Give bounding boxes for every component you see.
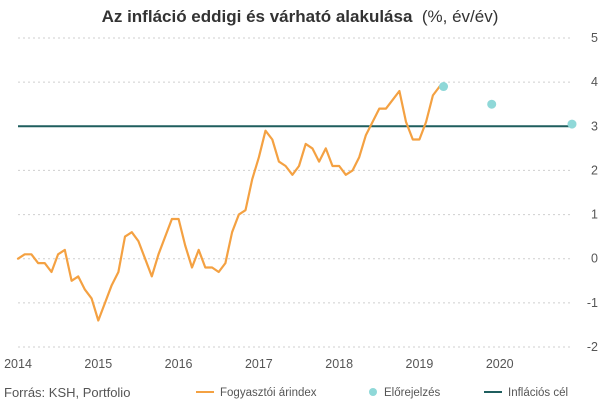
chart-title-main: Az infláció eddigi és várható alakulása <box>102 7 413 26</box>
forecast-point <box>567 119 577 129</box>
legend-forecast-swatch <box>369 388 377 396</box>
legend: Fogyasztói árindex Előrejelzés Inflációs… <box>196 387 568 399</box>
forecast-point <box>439 82 449 92</box>
y-tick-label: 3 <box>591 119 598 133</box>
x-tick-label: 2018 <box>325 357 353 371</box>
series-line-cpi <box>16 85 441 322</box>
grid <box>18 37 572 348</box>
y-tick-label: 5 <box>591 31 598 45</box>
x-tick-label: 2015 <box>84 357 112 371</box>
forecast-point <box>487 99 497 109</box>
chart-title-unit: (%, év/év) <box>422 7 499 26</box>
legend-target-label: Inflációs cél <box>508 387 568 399</box>
legend-item-forecast: Előrejelzés <box>369 387 440 399</box>
x-tick-label: 2016 <box>165 357 193 371</box>
x-tick-label: 2014 <box>4 357 32 371</box>
y-tick-label: -2 <box>587 340 598 354</box>
x-tick-label: 2019 <box>406 357 434 371</box>
y-tick-label: 0 <box>591 252 598 266</box>
x-tick-label: 2017 <box>245 357 273 371</box>
legend-cpi-label: Fogyasztói árindex <box>220 387 317 399</box>
y-tick-label: 1 <box>591 208 598 222</box>
chart-title: Az infláció eddigi és várható alakulása … <box>102 7 499 26</box>
y-tick-label: 2 <box>591 163 598 177</box>
legend-forecast-label: Előrejelzés <box>384 387 440 399</box>
y-tick-label: 4 <box>591 75 598 89</box>
y-tick-label: -1 <box>587 296 598 310</box>
series <box>16 82 577 322</box>
x-tick-label: 2020 <box>486 357 514 371</box>
axes: -2 -1 0 1 2 3 4 5 2014 2015 2016 2017 2018 2019 2020 <box>4 31 598 371</box>
source-note: Forrás: KSH, Portfolio <box>4 385 130 400</box>
legend-item-target: Inflációs cél <box>484 387 568 399</box>
legend-item-cpi: Fogyasztói árindex <box>196 387 317 399</box>
